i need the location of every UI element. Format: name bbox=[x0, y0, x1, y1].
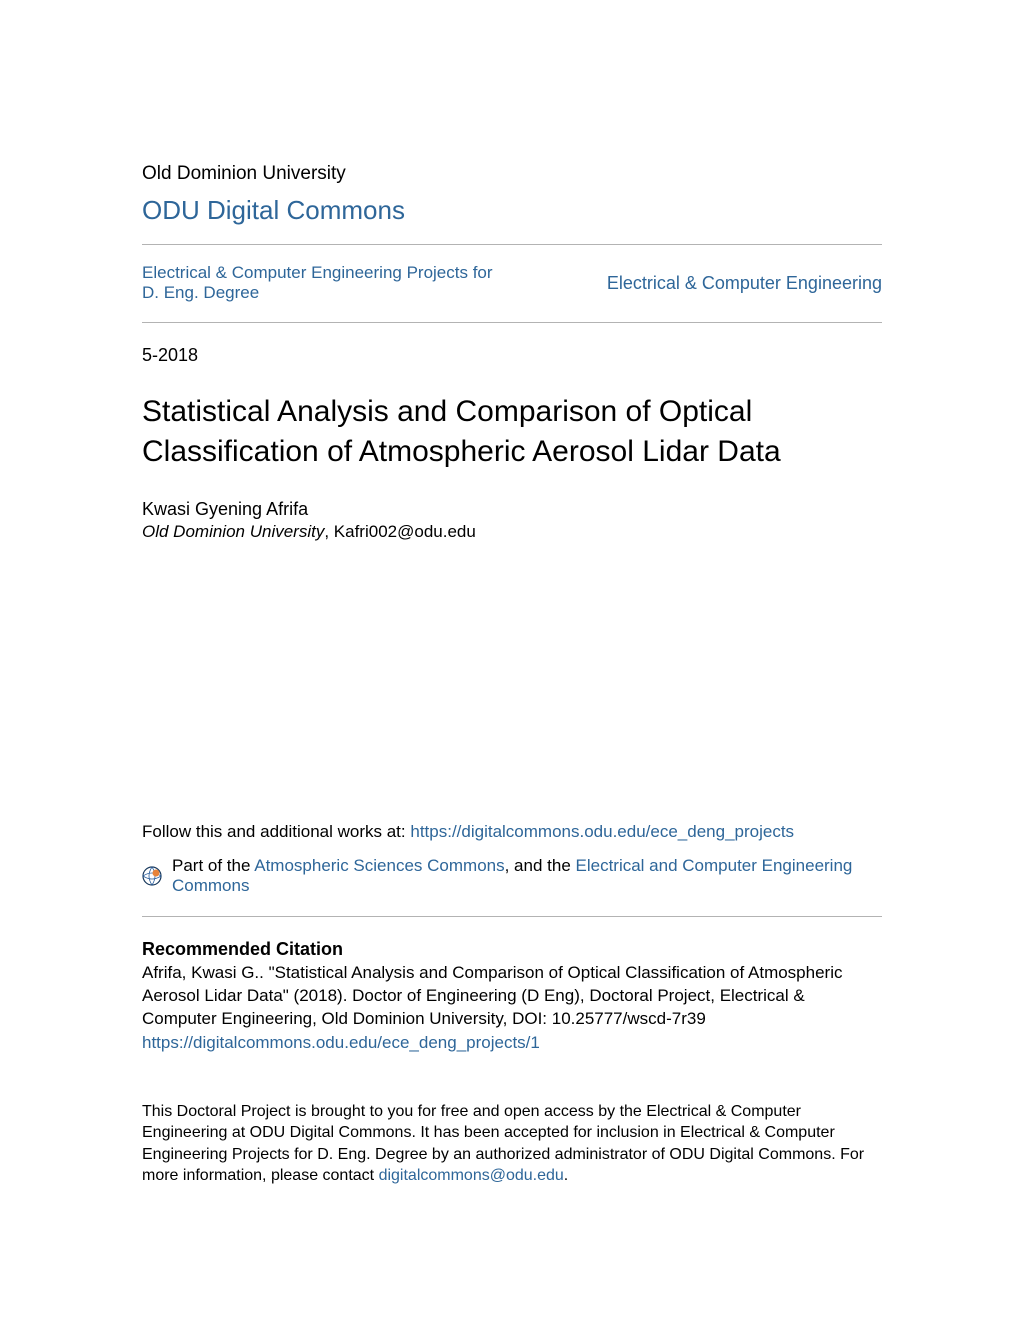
collection-link[interactable]: Electrical & Computer Engineering Projec… bbox=[142, 263, 493, 304]
part-of-mid: , and the bbox=[505, 856, 576, 875]
citation-link[interactable]: https://digitalcommons.odu.edu/ece_deng_… bbox=[142, 1033, 882, 1053]
collection-line2: D. Eng. Degree bbox=[142, 283, 259, 302]
publication-date: 5-2018 bbox=[142, 345, 882, 366]
footer-text: This Doctoral Project is brought to you … bbox=[142, 1101, 882, 1187]
citation-text: Afrifa, Kwasi G.. "Statistical Analysis … bbox=[142, 962, 882, 1031]
divider-citation bbox=[142, 916, 882, 917]
follow-url[interactable]: https://digitalcommons.odu.edu/ece_deng_… bbox=[410, 822, 794, 841]
author-email: , Kafri002@odu.edu bbox=[324, 522, 475, 541]
follow-text: Follow this and additional works at: htt… bbox=[142, 822, 882, 842]
footer-suffix: . bbox=[564, 1167, 568, 1184]
part-of-row: Part of the Atmospheric Sciences Commons… bbox=[142, 856, 882, 896]
follow-prefix: Follow this and additional works at: bbox=[142, 822, 410, 841]
author-name: Kwasi Gyening Afrifa bbox=[142, 499, 882, 520]
citation-heading: Recommended Citation bbox=[142, 939, 882, 960]
commons-link-1[interactable]: Atmospheric Sciences Commons bbox=[254, 856, 504, 875]
spacer bbox=[142, 542, 882, 822]
header-row: Electrical & Computer Engineering Projec… bbox=[142, 245, 882, 322]
network-icon bbox=[142, 866, 162, 886]
part-of-prefix: Part of the bbox=[172, 856, 254, 875]
department-link[interactable]: Electrical & Computer Engineering bbox=[607, 273, 882, 294]
author-affiliation: Old Dominion University, Kafri002@odu.ed… bbox=[142, 522, 882, 542]
part-of-content: Part of the Atmospheric Sciences Commons… bbox=[172, 856, 882, 896]
institution-name: Old Dominion University bbox=[142, 163, 882, 185]
footer-email-link[interactable]: digitalcommons@odu.edu bbox=[379, 1167, 564, 1184]
divider-mid bbox=[142, 322, 882, 323]
collection-line1: Electrical & Computer Engineering Projec… bbox=[142, 263, 493, 282]
paper-title: Statistical Analysis and Comparison of O… bbox=[142, 392, 882, 473]
repository-link[interactable]: ODU Digital Commons bbox=[142, 195, 882, 226]
author-institution: Old Dominion University bbox=[142, 522, 324, 541]
